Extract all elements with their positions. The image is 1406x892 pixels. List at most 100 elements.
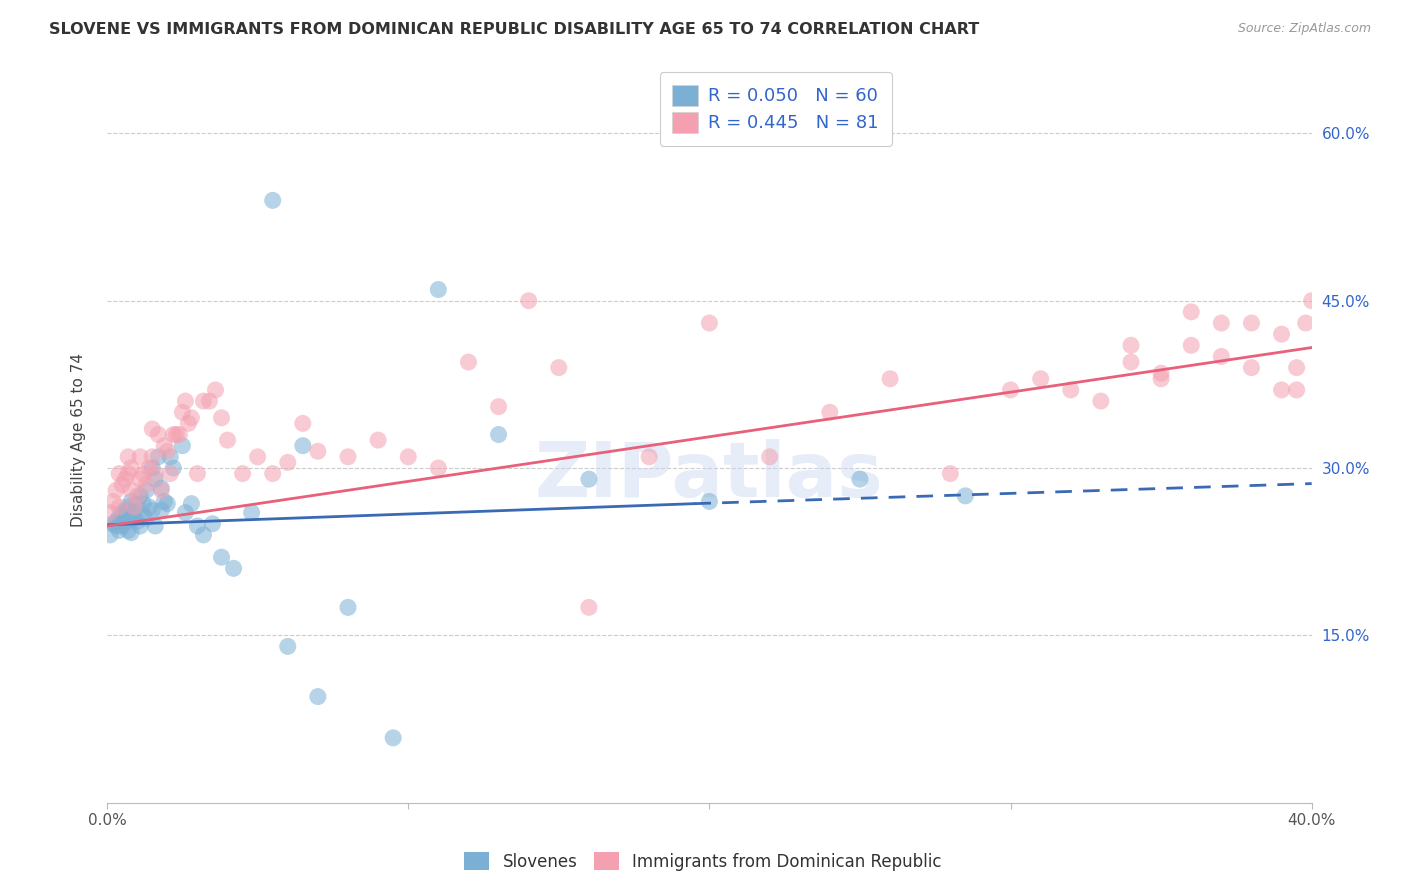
Text: SLOVENE VS IMMIGRANTS FROM DOMINICAN REPUBLIC DISABILITY AGE 65 TO 74 CORRELATIO: SLOVENE VS IMMIGRANTS FROM DOMINICAN REP…	[49, 22, 980, 37]
Point	[174, 394, 197, 409]
Point	[1119, 338, 1142, 352]
Point	[277, 455, 299, 469]
Point	[517, 293, 540, 308]
Point	[153, 439, 176, 453]
Point	[159, 467, 181, 481]
Point	[578, 472, 600, 486]
Point	[132, 497, 155, 511]
Point	[156, 497, 179, 511]
Point	[169, 427, 191, 442]
Point	[217, 433, 239, 447]
Point	[135, 511, 157, 525]
Point	[117, 467, 139, 481]
Point	[129, 450, 152, 464]
Point	[114, 472, 136, 486]
Point	[427, 283, 450, 297]
Point	[138, 461, 160, 475]
Point	[396, 450, 419, 464]
Point	[105, 515, 128, 529]
Point	[143, 519, 166, 533]
Point	[879, 372, 901, 386]
Point	[117, 515, 139, 529]
Point	[165, 427, 187, 442]
Point	[143, 467, 166, 481]
Point	[246, 450, 269, 464]
Point	[108, 510, 131, 524]
Point	[138, 500, 160, 514]
Point	[127, 497, 149, 511]
Point	[939, 467, 962, 481]
Point	[141, 450, 163, 464]
Point	[108, 467, 131, 481]
Point	[1090, 394, 1112, 409]
Point	[127, 489, 149, 503]
Point	[117, 524, 139, 538]
Point	[382, 731, 405, 745]
Point	[111, 511, 134, 525]
Point	[211, 550, 233, 565]
Legend: Slovenes, Immigrants from Dominican Republic: Slovenes, Immigrants from Dominican Repu…	[456, 844, 950, 880]
Point	[198, 394, 221, 409]
Point	[488, 427, 510, 442]
Point	[818, 405, 841, 419]
Point	[156, 444, 179, 458]
Point	[177, 417, 200, 431]
Point	[291, 439, 314, 453]
Text: ZIPatlas: ZIPatlas	[536, 440, 884, 514]
Point	[240, 506, 263, 520]
Point	[98, 506, 121, 520]
Point	[1285, 360, 1308, 375]
Text: Source: ZipAtlas.com: Source: ZipAtlas.com	[1237, 22, 1371, 36]
Point	[232, 467, 254, 481]
Point	[1271, 383, 1294, 397]
Point	[150, 483, 173, 498]
Point	[457, 355, 479, 369]
Point	[262, 194, 284, 208]
Point	[193, 528, 215, 542]
Point	[1301, 293, 1323, 308]
Point	[849, 472, 872, 486]
Point	[132, 508, 155, 522]
Point	[172, 439, 194, 453]
Point	[148, 427, 170, 442]
Point	[1240, 316, 1263, 330]
Point	[337, 450, 360, 464]
Point	[204, 383, 226, 397]
Point	[488, 400, 510, 414]
Point	[132, 467, 155, 481]
Point	[222, 561, 245, 575]
Point	[180, 410, 202, 425]
Point	[211, 410, 233, 425]
Point	[111, 519, 134, 533]
Point	[699, 316, 721, 330]
Point	[153, 494, 176, 508]
Point	[150, 503, 173, 517]
Point	[1000, 383, 1022, 397]
Point	[117, 500, 139, 514]
Point	[120, 483, 142, 498]
Point	[201, 516, 224, 531]
Point	[174, 506, 197, 520]
Point	[120, 508, 142, 522]
Point	[1271, 327, 1294, 342]
Point	[1240, 360, 1263, 375]
Point	[1211, 350, 1233, 364]
Point	[117, 450, 139, 464]
Point	[129, 472, 152, 486]
Point	[1119, 355, 1142, 369]
Point	[367, 433, 389, 447]
Point	[578, 600, 600, 615]
Point	[1180, 338, 1202, 352]
Point	[105, 519, 128, 533]
Point	[1150, 366, 1173, 380]
Point	[120, 525, 142, 540]
Point	[1180, 305, 1202, 319]
Point	[143, 472, 166, 486]
Point	[150, 481, 173, 495]
Point	[291, 417, 314, 431]
Point	[186, 467, 208, 481]
Point	[307, 444, 329, 458]
Point	[159, 450, 181, 464]
Point	[111, 477, 134, 491]
Point	[141, 422, 163, 436]
